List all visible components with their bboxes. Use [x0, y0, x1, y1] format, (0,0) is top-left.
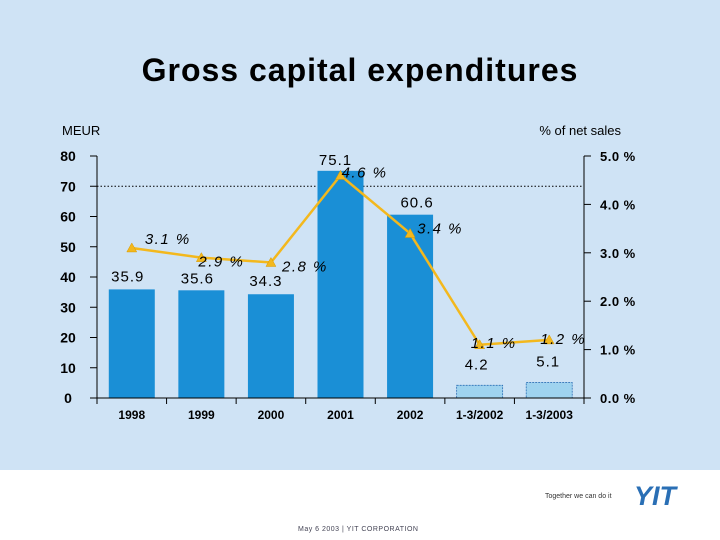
x-tick-label: 1-3/2003: [526, 408, 574, 422]
percent-label: 1.1 %: [471, 335, 517, 352]
y2-tick-label: 2.0 %: [600, 294, 636, 309]
y2-tick-label: 4.0 %: [600, 197, 636, 212]
percent-label: 4.6 %: [342, 164, 388, 181]
percent-marker: [543, 334, 555, 345]
percent-marker: [126, 242, 138, 253]
bar: [525, 382, 573, 399]
x-tick-label: 1998: [118, 408, 145, 422]
bar-layer: [108, 170, 573, 399]
percent-label: 2.9 %: [197, 254, 244, 271]
chart: MEUR % of net sales 0 10 20 30 40 50 60 70 80 0.0…: [60, 123, 636, 422]
bar: [387, 214, 434, 398]
bar: [456, 384, 504, 399]
percent-marker: [404, 227, 416, 238]
percent-label: 3.1 %: [145, 231, 191, 248]
y-tick-label: 80: [60, 148, 76, 164]
y-axis-label: MEUR: [62, 123, 100, 138]
percent-marker: [265, 256, 277, 267]
bar: [247, 294, 294, 398]
y-tick-label: 40: [60, 269, 76, 285]
svg-text:YIT: YIT: [634, 482, 679, 510]
y-tick-label: 70: [60, 178, 76, 194]
percent-label: 2.8 %: [281, 258, 328, 275]
x-tick-label: 2002: [397, 408, 424, 422]
bar: [178, 290, 225, 398]
y2-tick-label: 1.0 %: [600, 343, 636, 358]
yit-logo: YIT: [634, 482, 679, 510]
percent-label: 3.4 %: [417, 220, 463, 237]
data-label-layer: 35.9 35.6 34.3 75.1 60.6 4.2 5.1 3.1 % 2.9 % 2.8 …: [111, 152, 586, 373]
x-tick-label: 2001: [327, 408, 354, 422]
percent-marker: [335, 169, 346, 180]
footer: May 6 2003 | YIT CORPORATION: [298, 526, 419, 533]
percent-marker: [195, 252, 207, 262]
y-tick-label: 10: [60, 360, 76, 376]
x-tick-label: 1999: [188, 408, 215, 422]
axis-layer: 0 10 20 30 40 50 60 70 80 0.0 % 1.0 % 2.0 % 3.0 % 4.0…: [60, 148, 636, 422]
bar-value-label: 60.6: [400, 195, 433, 212]
y-tick-label: 60: [60, 209, 76, 225]
y-tick-label: 20: [60, 330, 76, 346]
y-tick-label: 30: [60, 299, 76, 315]
bar-value-label: 4.2: [465, 356, 489, 373]
percent-label: 1.2 %: [540, 331, 586, 348]
x-tick-label: 2000: [258, 408, 285, 422]
page-title: Gross capital expenditures: [141, 52, 579, 88]
tagline: Together we can do it: [545, 493, 612, 500]
bar-value-label: 5.1: [536, 354, 560, 371]
y-tick-label: 0: [64, 390, 72, 406]
percent-marker: [474, 339, 486, 350]
bar-value-label: 34.3: [249, 273, 282, 290]
bar-value-label: 35.6: [181, 270, 214, 287]
y2-tick-label: 3.0 %: [600, 246, 636, 261]
y2-tick-label: 0.0 %: [600, 391, 636, 406]
y2-axis-label: % of net sales: [539, 123, 621, 138]
bar: [317, 170, 364, 398]
line-layer: [126, 169, 555, 350]
y2-tick-label: 5.0 %: [600, 149, 636, 164]
bar: [108, 289, 155, 398]
bar-value-label: 35.9: [111, 268, 144, 285]
bar-value-label: 75.1: [319, 152, 352, 169]
y-tick-label: 50: [60, 239, 76, 255]
x-tick-label: 1-3/2002: [456, 408, 504, 422]
